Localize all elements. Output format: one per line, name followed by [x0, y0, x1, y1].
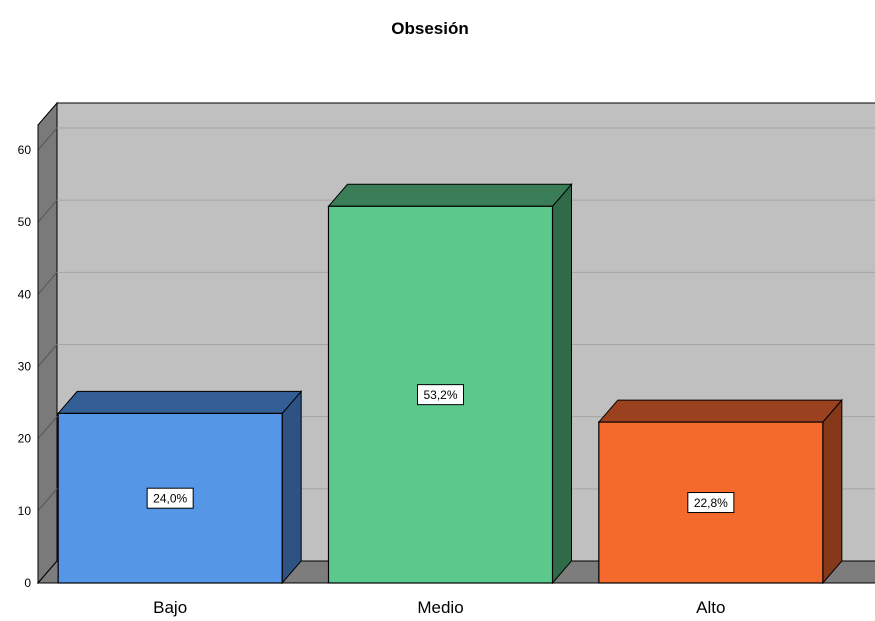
data-label-box: [417, 384, 464, 406]
bars: 24,0% 53,2% 22,8%: [57, 182, 843, 585]
gridline-side: [37, 127, 58, 151]
y-tick-label: 40: [18, 287, 32, 301]
y-tick-label: 20: [18, 432, 32, 446]
data-label-box: [687, 492, 735, 514]
data-label: 53,2%: [423, 388, 457, 402]
gridline-side: [37, 416, 58, 439]
y-tick-label: 10: [18, 504, 32, 518]
gridline-side: [37, 199, 58, 223]
x-tick-label: Alto: [696, 598, 725, 617]
bar-top: [597, 399, 843, 423]
side-wall: [37, 101, 58, 585]
x-tick-label: Bajo: [153, 598, 187, 617]
chart-title: Obsesión: [391, 19, 468, 38]
bar-top: [327, 183, 573, 207]
gridline-side: [37, 344, 58, 367]
data-label: 24,0%: [153, 492, 187, 506]
bar-side: [281, 390, 302, 585]
y-axis: 0 10 20 30 40 50 60: [18, 125, 39, 590]
data-label: 22,8%: [694, 496, 728, 510]
y-tick-label: 30: [18, 360, 32, 374]
bar-top: [57, 390, 303, 414]
y-tick-label: 50: [18, 215, 32, 229]
data-label-box: [146, 487, 194, 509]
gridline-side: [37, 272, 58, 295]
x-axis: Bajo Medio Alto: [153, 598, 725, 617]
gridline-side: [37, 488, 58, 512]
x-tick-label: Medio: [417, 598, 463, 617]
bar-side: [822, 398, 843, 585]
bar-side: [552, 182, 572, 585]
y-tick-label: 60: [18, 143, 32, 157]
y-tick-label: 0: [24, 576, 31, 590]
